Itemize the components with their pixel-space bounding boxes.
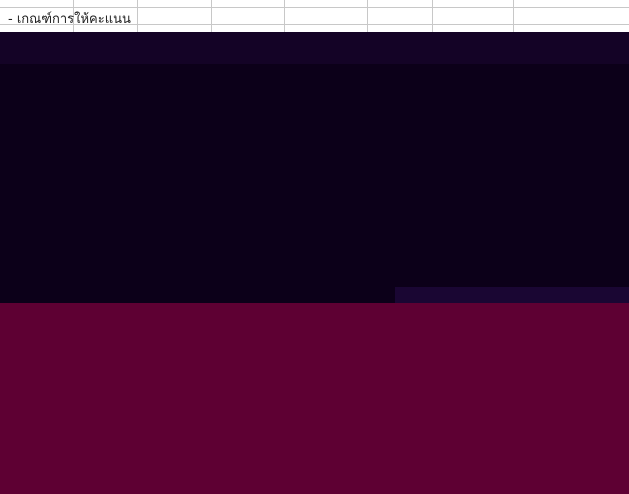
corrupted-strip bbox=[395, 287, 629, 303]
spreadsheet-grid: - เกณฑ์การให้คะแนน bbox=[0, 0, 629, 32]
column-line bbox=[284, 0, 285, 32]
column-line bbox=[211, 0, 212, 32]
column-line bbox=[367, 0, 368, 32]
corrupted-region-lower bbox=[0, 303, 629, 494]
corrupted-region-dark bbox=[0, 32, 629, 303]
row-line bbox=[0, 7, 629, 8]
column-line bbox=[73, 0, 74, 32]
row-line bbox=[0, 24, 629, 25]
column-line bbox=[513, 0, 514, 32]
column-line bbox=[137, 0, 138, 32]
column-line bbox=[432, 0, 433, 32]
corrupted-text-band bbox=[0, 32, 629, 64]
cell-heading[interactable]: - เกณฑ์การให้คะแนน bbox=[8, 12, 131, 27]
